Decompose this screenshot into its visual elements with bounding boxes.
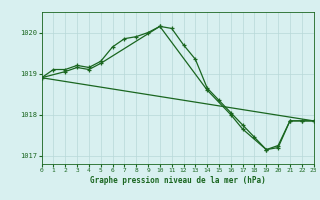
X-axis label: Graphe pression niveau de la mer (hPa): Graphe pression niveau de la mer (hPa) bbox=[90, 176, 266, 185]
